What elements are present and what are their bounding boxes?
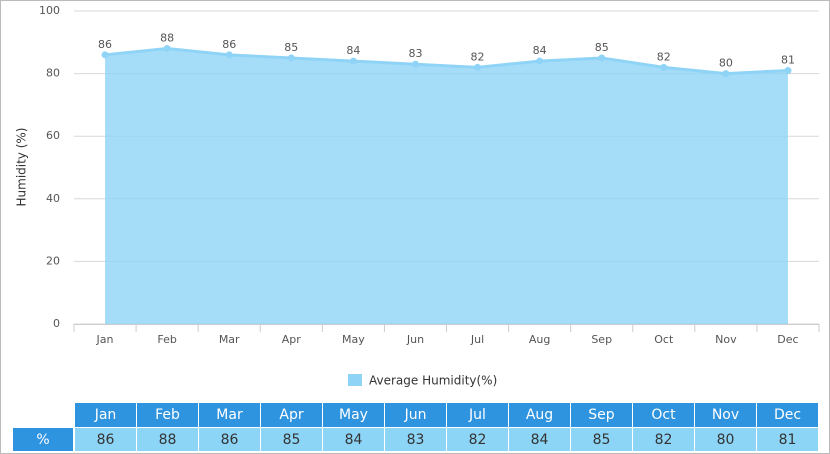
table-value: 85 bbox=[593, 432, 611, 448]
table-cell bbox=[633, 428, 694, 451]
point bbox=[411, 60, 419, 68]
point bbox=[349, 57, 357, 65]
y-tick-label: 100 bbox=[39, 4, 60, 17]
table-header-cell bbox=[75, 403, 136, 427]
table-cell bbox=[261, 428, 322, 451]
legend-swatch bbox=[348, 374, 362, 386]
data-label: 82 bbox=[657, 50, 671, 63]
table-value: 86 bbox=[221, 432, 239, 448]
x-tick-label: Feb bbox=[157, 333, 176, 346]
table-value: 84 bbox=[531, 432, 549, 448]
table-cell bbox=[447, 428, 508, 451]
point bbox=[101, 51, 109, 59]
table-header-text: May bbox=[339, 407, 368, 423]
table-header-text: Apr bbox=[279, 407, 303, 423]
table-row-label: % bbox=[36, 432, 49, 448]
y-tick-label: 40 bbox=[46, 192, 60, 205]
table-header-text: Jul bbox=[468, 407, 486, 423]
data-label: 84 bbox=[346, 44, 360, 57]
table-header-text: Feb bbox=[155, 407, 180, 423]
x-tick-label: Nov bbox=[715, 333, 737, 346]
legend-label: Average Humidity(%) bbox=[369, 374, 497, 388]
x-tick-label: Jun bbox=[406, 333, 424, 346]
point bbox=[287, 54, 295, 62]
table-header-text: Jun bbox=[404, 407, 427, 423]
table-header-text: Dec bbox=[774, 407, 801, 423]
table-header-cell bbox=[695, 403, 756, 427]
table-value: 83 bbox=[407, 432, 425, 448]
point bbox=[536, 57, 544, 65]
table-value: 85 bbox=[283, 432, 301, 448]
table-cell bbox=[509, 428, 570, 451]
point bbox=[163, 45, 171, 53]
table-header-cell bbox=[509, 403, 570, 427]
y-axis-label: Humidity (%) bbox=[15, 128, 29, 207]
table-header-cell bbox=[261, 403, 322, 427]
point bbox=[598, 54, 606, 62]
table-header-text: Oct bbox=[651, 407, 676, 423]
y-tick-label: 80 bbox=[46, 67, 60, 80]
point bbox=[722, 70, 730, 78]
table-cell bbox=[137, 428, 198, 451]
x-tick-label: Sep bbox=[591, 333, 612, 346]
data-label: 84 bbox=[533, 44, 547, 57]
data-label: 86 bbox=[98, 38, 112, 51]
table-row-label-cell bbox=[13, 428, 73, 451]
data-label: 88 bbox=[160, 32, 174, 45]
point bbox=[225, 51, 233, 59]
table-cell bbox=[695, 428, 756, 451]
x-tick-label: Oct bbox=[654, 333, 674, 346]
table-value: 81 bbox=[779, 432, 797, 448]
data-label: 81 bbox=[781, 53, 795, 66]
table-value: 82 bbox=[469, 432, 487, 448]
table-cell bbox=[199, 428, 260, 451]
data-label: 86 bbox=[222, 38, 236, 51]
data-label: 85 bbox=[595, 41, 609, 54]
x-tick-label: Mar bbox=[219, 333, 240, 346]
data-label: 83 bbox=[408, 47, 422, 60]
table-value: 82 bbox=[655, 432, 673, 448]
table-header-cell bbox=[633, 403, 694, 427]
x-tick-label: May bbox=[342, 333, 365, 346]
point bbox=[474, 63, 482, 71]
x-tick-label: Jan bbox=[96, 333, 114, 346]
data-label: 80 bbox=[719, 57, 733, 70]
table-header-cell bbox=[447, 403, 508, 427]
x-tick-label: Dec bbox=[777, 333, 798, 346]
table-header-text: Sep bbox=[588, 407, 615, 423]
table-header-text: Nov bbox=[712, 407, 739, 423]
table-cell bbox=[571, 428, 632, 451]
table-header-cell bbox=[757, 403, 818, 427]
table-value: 80 bbox=[717, 432, 735, 448]
table-header-cell bbox=[571, 403, 632, 427]
table-header-text: Mar bbox=[216, 407, 243, 423]
table-header-text: Jan bbox=[94, 407, 117, 423]
table-header-cell bbox=[323, 403, 384, 427]
line bbox=[104, 47, 789, 76]
x-tick-label: Aug bbox=[529, 333, 550, 346]
y-tick-label: 60 bbox=[46, 129, 60, 142]
table-header-text: Aug bbox=[526, 407, 553, 423]
table-cell bbox=[75, 428, 136, 451]
data-label: 82 bbox=[471, 50, 485, 63]
data-label: 85 bbox=[284, 41, 298, 54]
table-cell bbox=[385, 428, 446, 451]
table-cell bbox=[757, 428, 818, 451]
table-value: 88 bbox=[159, 432, 177, 448]
y-tick-label: 20 bbox=[46, 254, 60, 267]
point bbox=[660, 63, 668, 71]
x-tick-label: Apr bbox=[282, 333, 302, 346]
area bbox=[105, 48, 788, 325]
table-value: 84 bbox=[345, 432, 363, 448]
table-value: 86 bbox=[97, 432, 115, 448]
table-header-cell bbox=[199, 403, 260, 427]
table-header-cell bbox=[385, 403, 446, 427]
y-tick-label: 0 bbox=[53, 317, 60, 330]
table-cell bbox=[323, 428, 384, 451]
table-header-cell bbox=[137, 403, 198, 427]
x-tick-label: Jul bbox=[470, 333, 484, 346]
point bbox=[784, 66, 792, 74]
